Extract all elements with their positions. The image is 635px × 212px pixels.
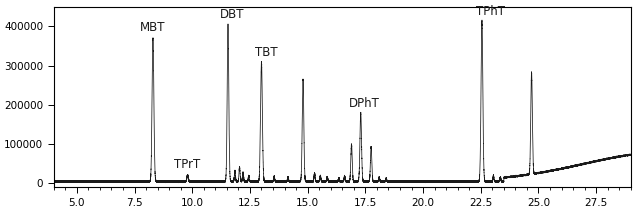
- Text: TPhT: TPhT: [476, 5, 505, 18]
- Text: DBT: DBT: [220, 8, 245, 21]
- Text: TBT: TBT: [255, 46, 277, 59]
- Text: TPrT: TPrT: [175, 158, 201, 170]
- Text: MBT: MBT: [140, 21, 166, 34]
- Text: DPhT: DPhT: [349, 97, 380, 110]
